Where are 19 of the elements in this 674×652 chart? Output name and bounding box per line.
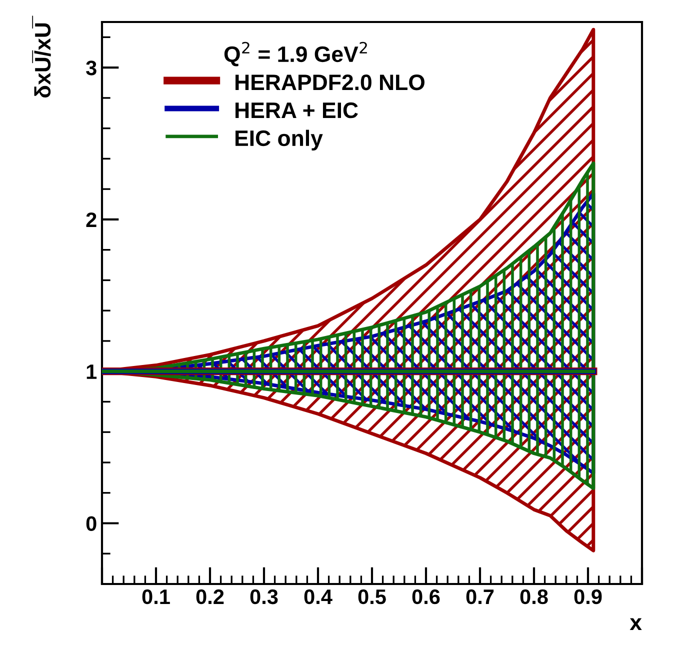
- x-tick-label: 0.3: [250, 589, 278, 604]
- x-tick-label: 0.8: [520, 589, 548, 604]
- legend-label: HERA + EIC: [236, 102, 358, 118]
- y-tick-label: 2: [86, 212, 96, 228]
- x-tick-label: 0.7: [466, 589, 494, 604]
- legend-label: HERAPDF2.0 NLO: [236, 74, 424, 90]
- x-tick-label: 0.1: [142, 589, 170, 604]
- legend-label: EIC only: [236, 130, 323, 150]
- y-tick-label: 0: [86, 516, 96, 531]
- x-tick-label: 0.2: [196, 589, 224, 604]
- x-tick-label: 0.6: [412, 589, 440, 604]
- y-tick-label: 3: [86, 60, 96, 76]
- x-tick-label: 0.9: [574, 589, 602, 604]
- x-tick-label: 0.5: [358, 589, 386, 604]
- x-axis-title: x: [630, 618, 642, 630]
- y-tick-label: 1: [86, 364, 97, 379]
- y-axis-title: δxU̅/xU̅: [32, 16, 51, 98]
- x-tick-label: 0.4: [304, 589, 332, 604]
- legend-title: Q$^{2}$ = 1.9 GeV$^{2}$: [224, 42, 367, 66]
